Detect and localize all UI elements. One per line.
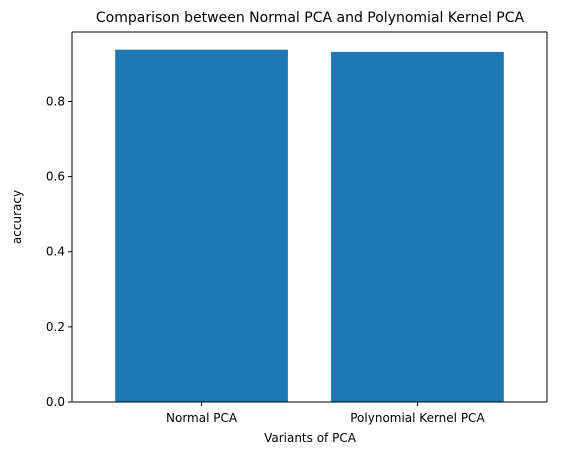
y-tick-label: 0.2 [46,320,65,334]
x-tick-label: Normal PCA [166,411,238,425]
bar-1 [115,49,288,403]
y-tick-label: 0.4 [46,245,65,259]
plot-area: 0.0 0.2 0.4 0.6 0.8 Normal PCA Polynomial Kern… [46,31,548,425]
x-tick-label: Polynomial Kernel PCA [350,411,485,425]
y-tick-label: 0.8 [46,94,65,108]
y-tick-label: 0.6 [46,170,65,184]
y-axis-label: accuracy [10,190,24,244]
chart-title: Comparison between Normal PCA and Polyno… [96,10,525,26]
y-tick-label: 0.0 [46,395,65,409]
bar-2 [331,51,504,402]
x-axis-label: Variants of PCA [264,431,357,445]
